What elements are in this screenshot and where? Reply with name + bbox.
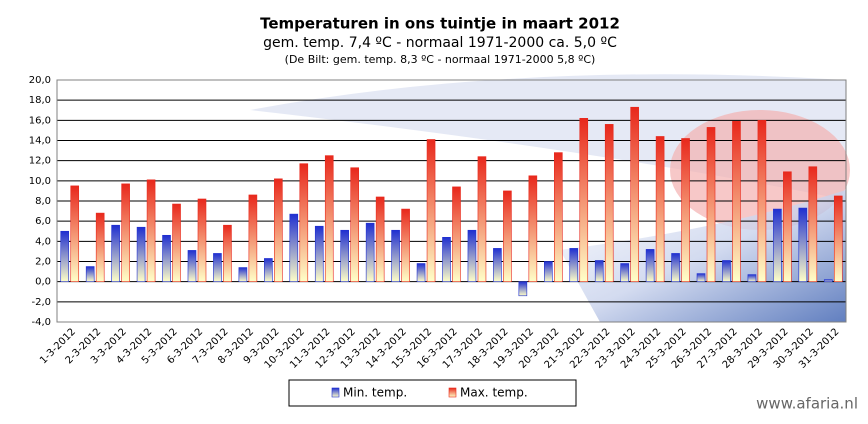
y-tick-label: 0,0 xyxy=(35,277,51,288)
y-tick-label: 16,0 xyxy=(29,115,51,126)
bar xyxy=(747,274,757,282)
bar xyxy=(808,166,818,282)
bar xyxy=(172,203,181,282)
bar xyxy=(111,224,120,282)
bar xyxy=(655,136,665,282)
y-tick-label: 20,0 xyxy=(29,75,51,86)
bar xyxy=(289,213,299,282)
bar xyxy=(833,195,843,282)
bar xyxy=(604,124,614,282)
y-tick-label: 18,0 xyxy=(29,95,51,106)
bar xyxy=(783,171,792,282)
bar xyxy=(85,266,95,282)
bar xyxy=(95,212,105,282)
legend-label: Min. temp. xyxy=(343,386,407,400)
bar xyxy=(645,249,655,282)
bar xyxy=(554,152,563,282)
bar xyxy=(630,106,639,282)
bar xyxy=(391,229,400,282)
y-tick-label: 10,0 xyxy=(29,176,51,187)
bar xyxy=(681,138,690,282)
plot-border xyxy=(56,79,847,323)
bar xyxy=(375,196,385,282)
bar xyxy=(823,279,833,282)
bar xyxy=(136,226,146,282)
bar xyxy=(324,155,334,282)
bar xyxy=(722,260,731,282)
bar xyxy=(477,156,487,282)
bar xyxy=(314,225,324,282)
chart-note: (De Bilt: gem. temp. 8,3 ºC - normaal 19… xyxy=(285,53,596,66)
bar xyxy=(350,167,359,282)
bar xyxy=(416,263,426,282)
bar xyxy=(518,281,528,297)
bar xyxy=(60,230,70,282)
bar xyxy=(213,253,222,282)
bar xyxy=(757,120,767,282)
bar xyxy=(146,179,156,282)
bar xyxy=(197,198,207,282)
legend-label: Max. temp. xyxy=(460,386,528,400)
bar xyxy=(299,163,309,282)
bar xyxy=(365,222,375,282)
bar xyxy=(121,183,130,282)
y-tick-label: -4,0 xyxy=(31,317,51,328)
bar xyxy=(493,248,502,282)
bar xyxy=(773,208,782,282)
bar xyxy=(503,190,512,282)
bar xyxy=(223,224,232,282)
chart-subtitle: gem. temp. 7,4 ºC - normaal 1971-2000 ca… xyxy=(263,35,617,51)
bar xyxy=(401,208,410,282)
y-tick-label: 2,0 xyxy=(35,257,51,268)
bar xyxy=(696,273,706,282)
bar xyxy=(452,186,461,282)
bar xyxy=(528,175,538,282)
y-tick-label: 6,0 xyxy=(35,216,51,227)
bar xyxy=(426,139,436,282)
watermark: www.afaria.nl xyxy=(756,395,858,413)
bar xyxy=(579,118,589,282)
bar xyxy=(70,185,80,282)
bar xyxy=(238,267,248,282)
legend-swatch xyxy=(448,387,457,398)
y-tick-label: 14,0 xyxy=(29,136,51,147)
y-tick-label: 4,0 xyxy=(35,236,51,247)
bar xyxy=(442,237,451,282)
bar xyxy=(340,229,349,282)
bar xyxy=(264,258,273,282)
bar xyxy=(274,178,283,282)
bar xyxy=(162,234,171,282)
y-tick-label: 8,0 xyxy=(35,196,51,207)
chart-title: Temperaturen in ons tuintje in maart 201… xyxy=(260,15,620,33)
bar xyxy=(732,121,741,282)
y-tick-label: -2,0 xyxy=(31,297,51,308)
bar xyxy=(798,207,808,282)
legend-swatch xyxy=(331,387,340,398)
bar xyxy=(620,263,629,282)
bar xyxy=(594,260,604,282)
y-tick-label: 12,0 xyxy=(29,156,51,167)
bar xyxy=(671,253,680,282)
bar xyxy=(248,194,258,282)
bar xyxy=(544,261,553,282)
bar xyxy=(706,127,716,282)
bar xyxy=(569,248,579,282)
bar xyxy=(187,250,197,282)
bar xyxy=(467,229,477,282)
